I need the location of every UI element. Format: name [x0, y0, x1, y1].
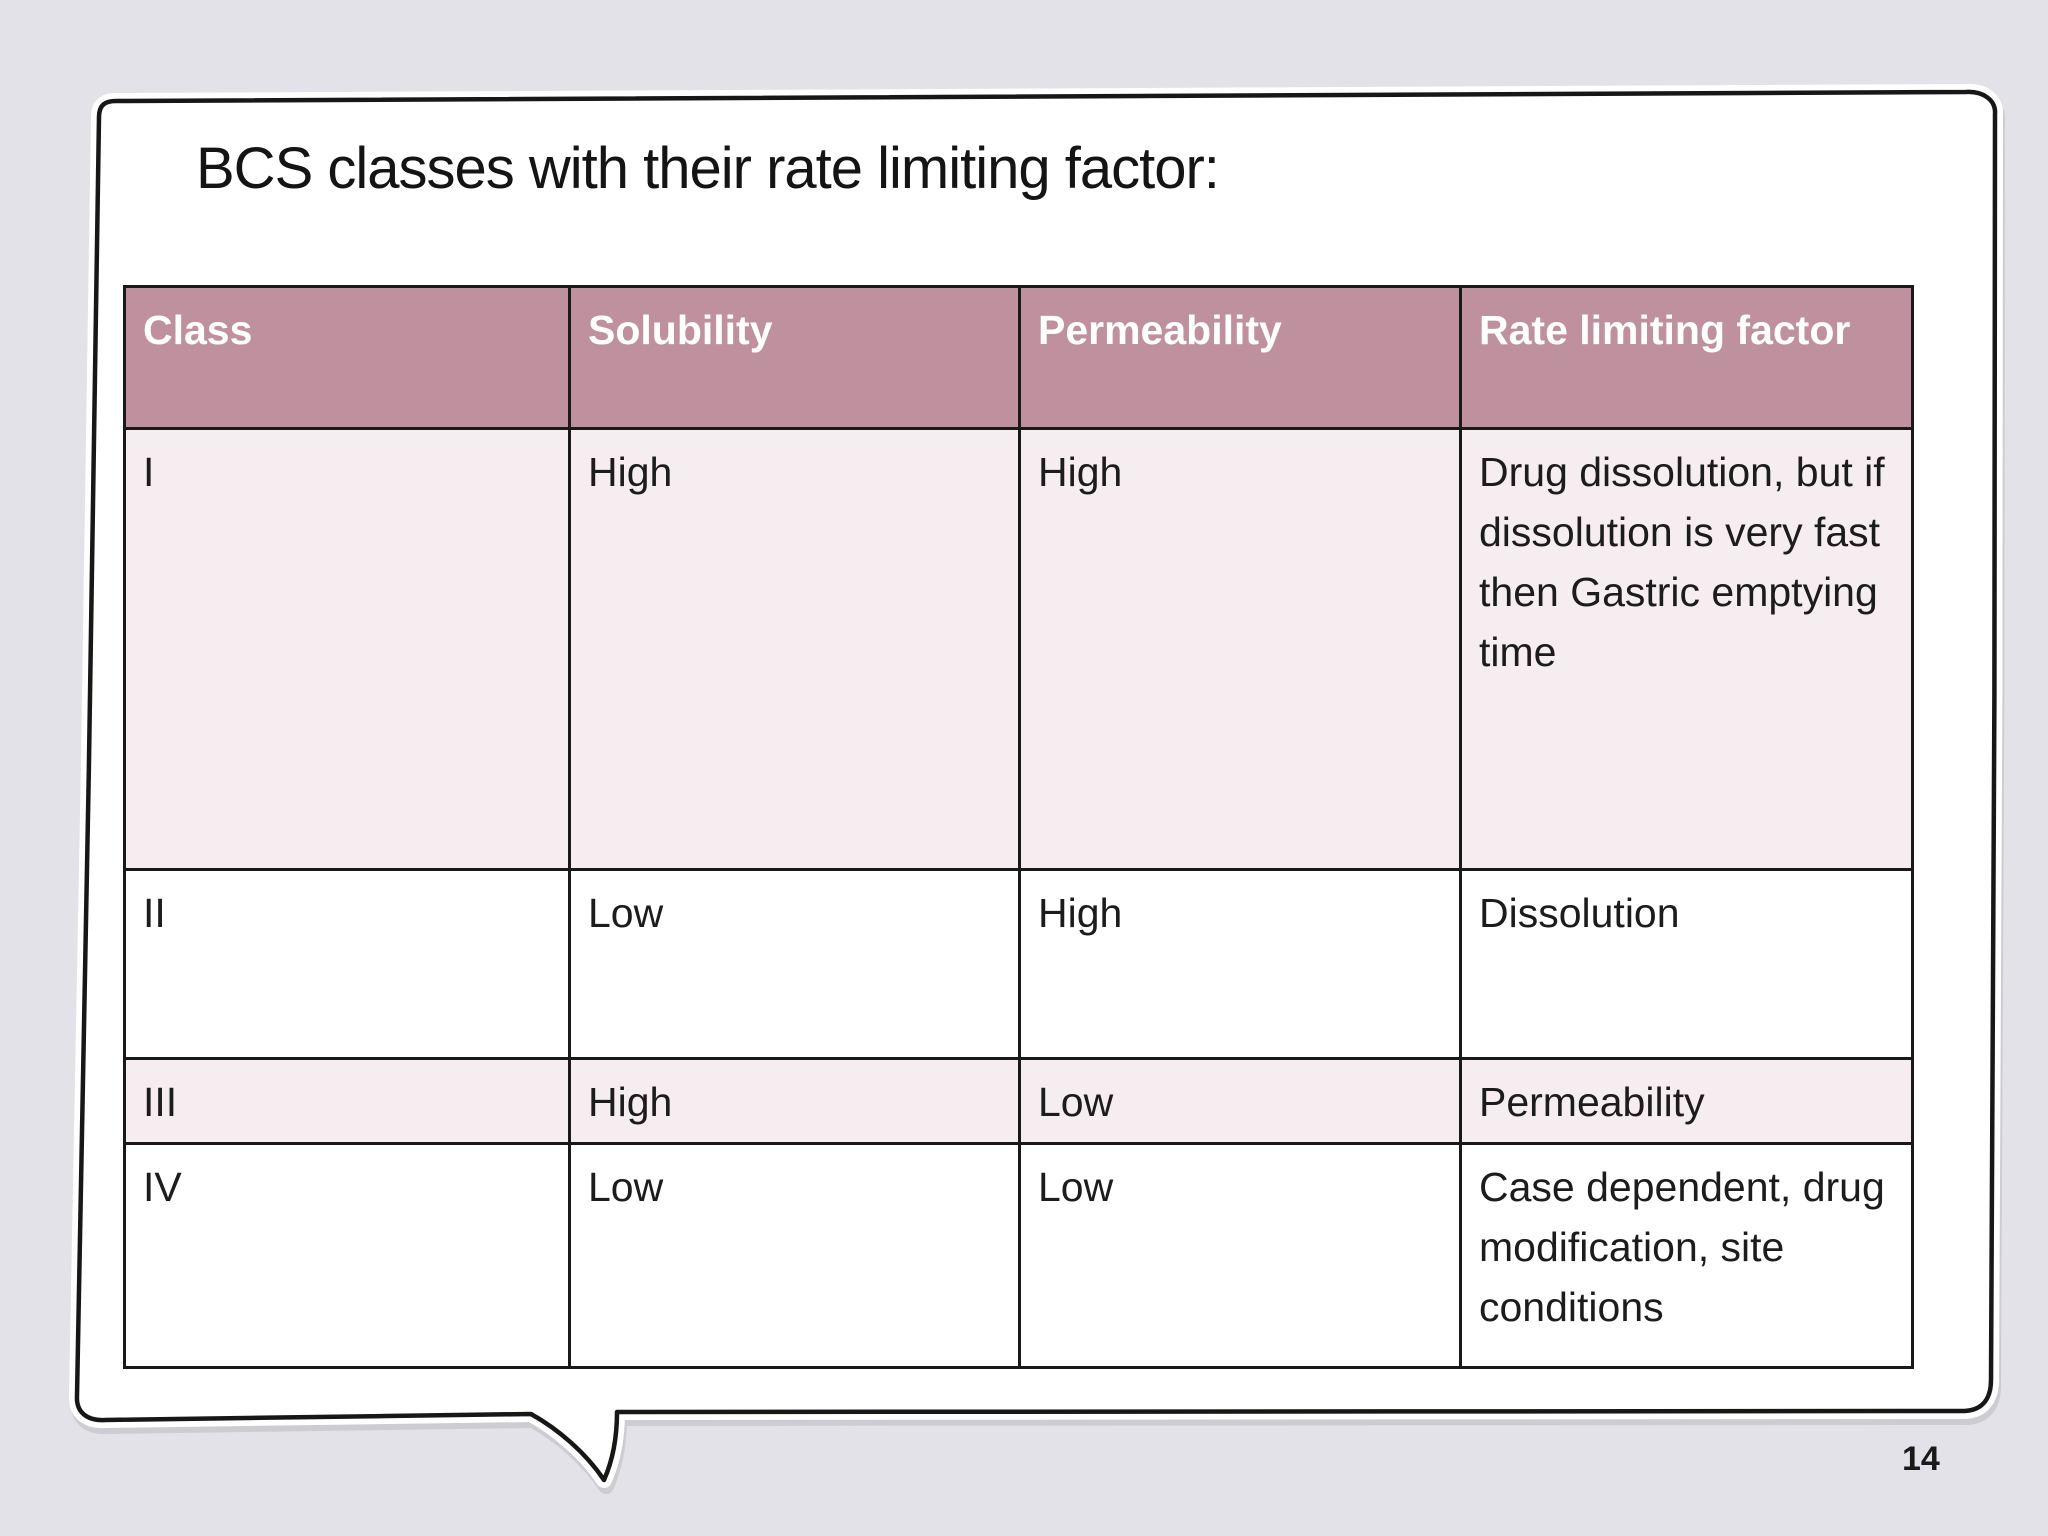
cell-permeability: High [1018, 868, 1462, 1060]
cell-rate-limiting-factor: Dissolution [1459, 868, 1914, 1060]
table-row-class-3: III High Low Permeability [123, 1057, 1914, 1145]
cell-class: III [123, 1057, 571, 1145]
cell-solubility: High [568, 1057, 1021, 1145]
cell-rate-limiting-factor: Permeability [1459, 1057, 1914, 1145]
cell-solubility: Low [568, 1142, 1021, 1369]
table-header-row: Class Solubility Permeability Rate limit… [123, 285, 1914, 430]
header-solubility: Solubility [568, 285, 1021, 430]
cell-class: I [123, 427, 571, 871]
table-row-class-1: I High High Drug dissolution, but if dis… [123, 427, 1914, 871]
header-rate-limiting-factor: Rate limiting factor [1459, 285, 1914, 430]
cell-solubility: Low [568, 868, 1021, 1060]
cell-permeability: Low [1018, 1057, 1462, 1145]
table-row-class-4: IV Low Low Case dependent, drug modifica… [123, 1142, 1914, 1369]
cell-class: II [123, 868, 571, 1060]
cell-permeability: Low [1018, 1142, 1462, 1369]
page-number: 14 [1902, 1440, 1940, 1478]
slide-title: BCS classes with their rate limiting fac… [196, 136, 1220, 201]
cell-rate-limiting-factor: Case dependent, drug modification, site … [1459, 1142, 1914, 1369]
cell-class: IV [123, 1142, 571, 1369]
header-class: Class [123, 285, 571, 430]
cell-rate-limiting-factor: Drug dissolution, but if dissolution is … [1459, 427, 1914, 871]
header-permeability: Permeability [1018, 285, 1462, 430]
cell-permeability: High [1018, 427, 1462, 871]
table-row-class-2: II Low High Dissolution [123, 868, 1914, 1060]
cell-solubility: High [568, 427, 1021, 871]
bcs-table: Class Solubility Permeability Rate limit… [123, 285, 1914, 1369]
